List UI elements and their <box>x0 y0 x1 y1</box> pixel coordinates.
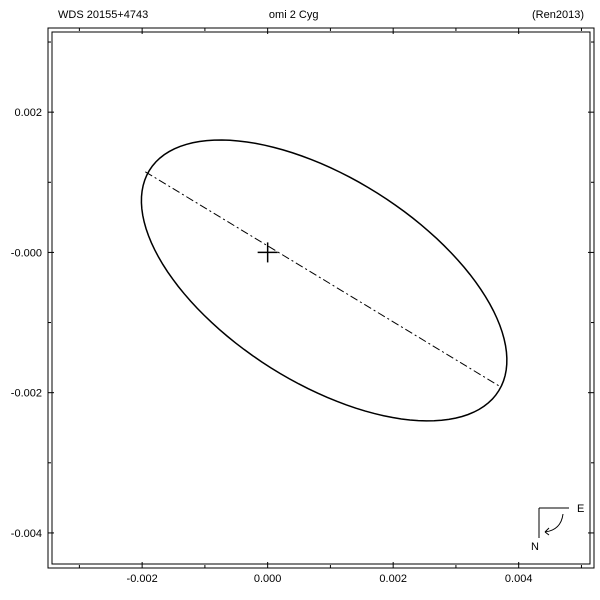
y-tick-label: 0.002 <box>14 107 42 119</box>
compass-n-label: N <box>531 541 539 553</box>
header-center: omi 2 Cyg <box>269 9 319 21</box>
plot-inner-frame <box>52 32 590 564</box>
plot-outer-frame <box>48 28 594 568</box>
header-right: (Ren2013) <box>532 9 584 21</box>
header-left: WDS 20155+4743 <box>58 9 148 21</box>
compass-e-label: E <box>577 503 584 515</box>
x-tick-label: 0.000 <box>254 573 282 585</box>
x-tick-label: -0.002 <box>127 573 158 585</box>
line-of-nodes <box>145 172 498 386</box>
x-tick-label: 0.004 <box>505 573 533 585</box>
y-tick-label: -0.000 <box>11 247 42 259</box>
y-tick-label: -0.004 <box>11 528 42 540</box>
orbit-plot-svg: WDS 20155+4743 omi 2 Cyg (Ren2013) -0.002 0.… <box>0 0 600 600</box>
x-tick-label: 0.002 <box>379 573 407 585</box>
y-tick-label: -0.002 <box>11 388 42 400</box>
orbit-plot-container: { "header": { "left": "WDS 20155+4743", … <box>0 0 600 600</box>
